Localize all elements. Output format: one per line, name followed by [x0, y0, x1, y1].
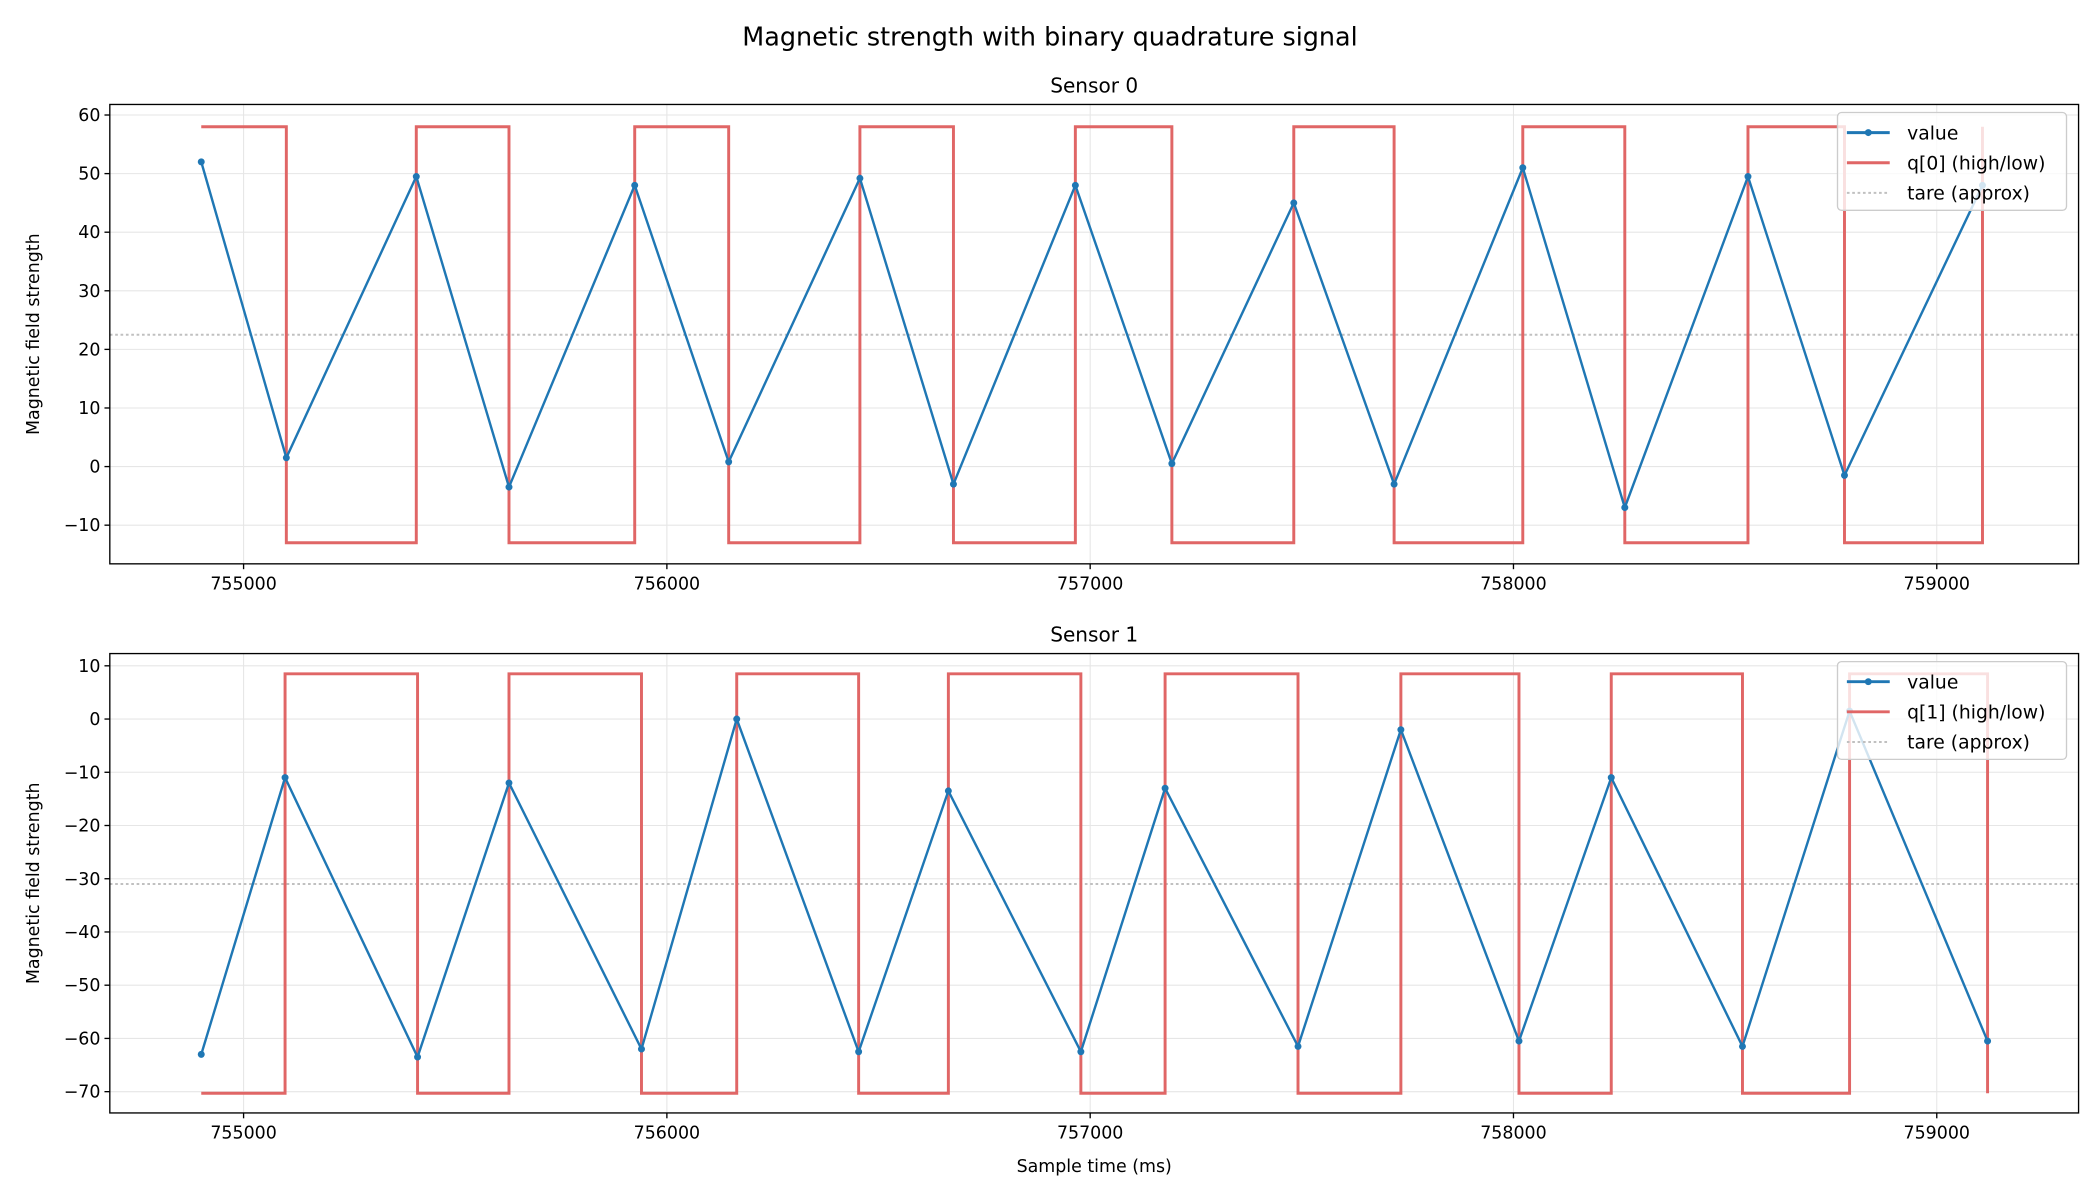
value-point	[1841, 471, 1848, 479]
y-tick-label: 50	[78, 165, 100, 185]
y-tick-label: 0	[89, 458, 100, 478]
y-tick-label: 60	[78, 106, 100, 126]
legend-box	[1836, 660, 2068, 761]
x-axis-label: Sample time (ms)	[1017, 1157, 1172, 1177]
value-point	[855, 1048, 863, 1056]
subplot-title: Sensor 1	[1050, 623, 1138, 647]
y-axis-label: Magnetic field strength	[24, 233, 44, 435]
value-point	[414, 1053, 422, 1061]
value-point	[1607, 774, 1615, 782]
axes-frame	[109, 103, 2080, 565]
value-point	[282, 454, 290, 462]
y-tick-label: −10	[64, 516, 101, 536]
quadrature-step-line	[201, 125, 1984, 545]
y-tick-label: 20	[78, 340, 100, 360]
value-point	[1744, 173, 1752, 181]
legend-value-marker	[1864, 678, 1872, 686]
y-tick-label: 30	[78, 282, 100, 302]
value-point	[725, 458, 733, 466]
subplot-title: Sensor 0	[1050, 73, 1138, 97]
y-tick-label: −60	[64, 1029, 101, 1049]
value-point	[1738, 1042, 1746, 1050]
x-tick-label: 755000	[210, 1123, 276, 1143]
value-point	[505, 779, 513, 787]
value-point	[1984, 1037, 1992, 1045]
value-point	[505, 483, 513, 491]
x-tick-label: 756000	[634, 1123, 700, 1143]
x-tick-label: 757000	[1057, 1123, 1123, 1143]
value-point	[1290, 199, 1298, 207]
value-point	[856, 174, 864, 182]
x-tick-label: 758000	[1480, 574, 1546, 594]
value-point	[1077, 1048, 1085, 1056]
x-tick-label: 758000	[1480, 1123, 1546, 1143]
value-point	[733, 715, 741, 723]
value-point	[1397, 726, 1405, 734]
value-point	[637, 1045, 645, 1053]
y-tick-label: −20	[64, 817, 101, 837]
y-tick-label: 10	[78, 399, 100, 419]
y-axis-label: Magnetic field strength	[24, 782, 44, 984]
legend-value-label: value	[1907, 672, 1958, 693]
value-point	[1161, 784, 1169, 792]
value-point	[1294, 1042, 1302, 1050]
value-point	[197, 158, 205, 166]
y-tick-label: 10	[78, 657, 100, 677]
y-tick-label: 40	[78, 223, 100, 243]
y-tick-label: −30	[64, 870, 101, 890]
value-point	[631, 181, 639, 189]
y-tick-label: −10	[64, 763, 101, 783]
legend: value q[1] (high/low) tare (approx)	[1836, 660, 2068, 761]
y-tick-label: −40	[64, 923, 101, 943]
legend-tare-label: tare (approx)	[1907, 184, 2030, 205]
value-point	[1071, 181, 1079, 189]
sensor-0-panel: 755000 756000 757000 758000 759000 −10 0 10 20 30…	[24, 73, 2080, 594]
value-point	[412, 173, 420, 181]
legend-quadrature-label: q[0] (high/low)	[1907, 153, 2045, 174]
x-tick-label: 757000	[1057, 574, 1123, 594]
quadrature-step-line	[201, 672, 1990, 1095]
y-tick-label: −50	[64, 976, 101, 996]
value-point	[197, 1050, 205, 1058]
legend-quadrature-label: q[1] (high/low)	[1907, 703, 2045, 724]
value-point	[1621, 504, 1629, 512]
legend-tare-label: tare (approx)	[1907, 733, 2030, 754]
legend: value q[0] (high/low) tare (approx)	[1836, 111, 2068, 211]
value-point	[944, 787, 952, 795]
y-tick-label: 0	[89, 710, 100, 730]
x-tick-label: 759000	[1904, 1123, 1970, 1143]
value-point	[1168, 460, 1176, 468]
axes-frame	[109, 652, 2080, 1114]
value-point	[1390, 480, 1398, 488]
x-tick-label: 759000	[1904, 574, 1970, 594]
x-tick-label: 755000	[210, 574, 276, 594]
sensor-1-panel: 755000 756000 757000 758000 759000 −70 −60 −50 −…	[24, 623, 2080, 1177]
legend-value-label: value	[1907, 123, 1958, 144]
y-tick-label: −70	[64, 1083, 101, 1103]
value-point	[1519, 164, 1527, 172]
x-tick-label: 756000	[634, 574, 700, 594]
value-point	[1515, 1037, 1523, 1045]
value-point	[949, 480, 957, 488]
figure-title: Magnetic strength with binary quadrature…	[742, 22, 1357, 52]
legend-value-marker	[1864, 129, 1872, 137]
value-point	[281, 774, 289, 782]
legend-box	[1836, 111, 2068, 211]
